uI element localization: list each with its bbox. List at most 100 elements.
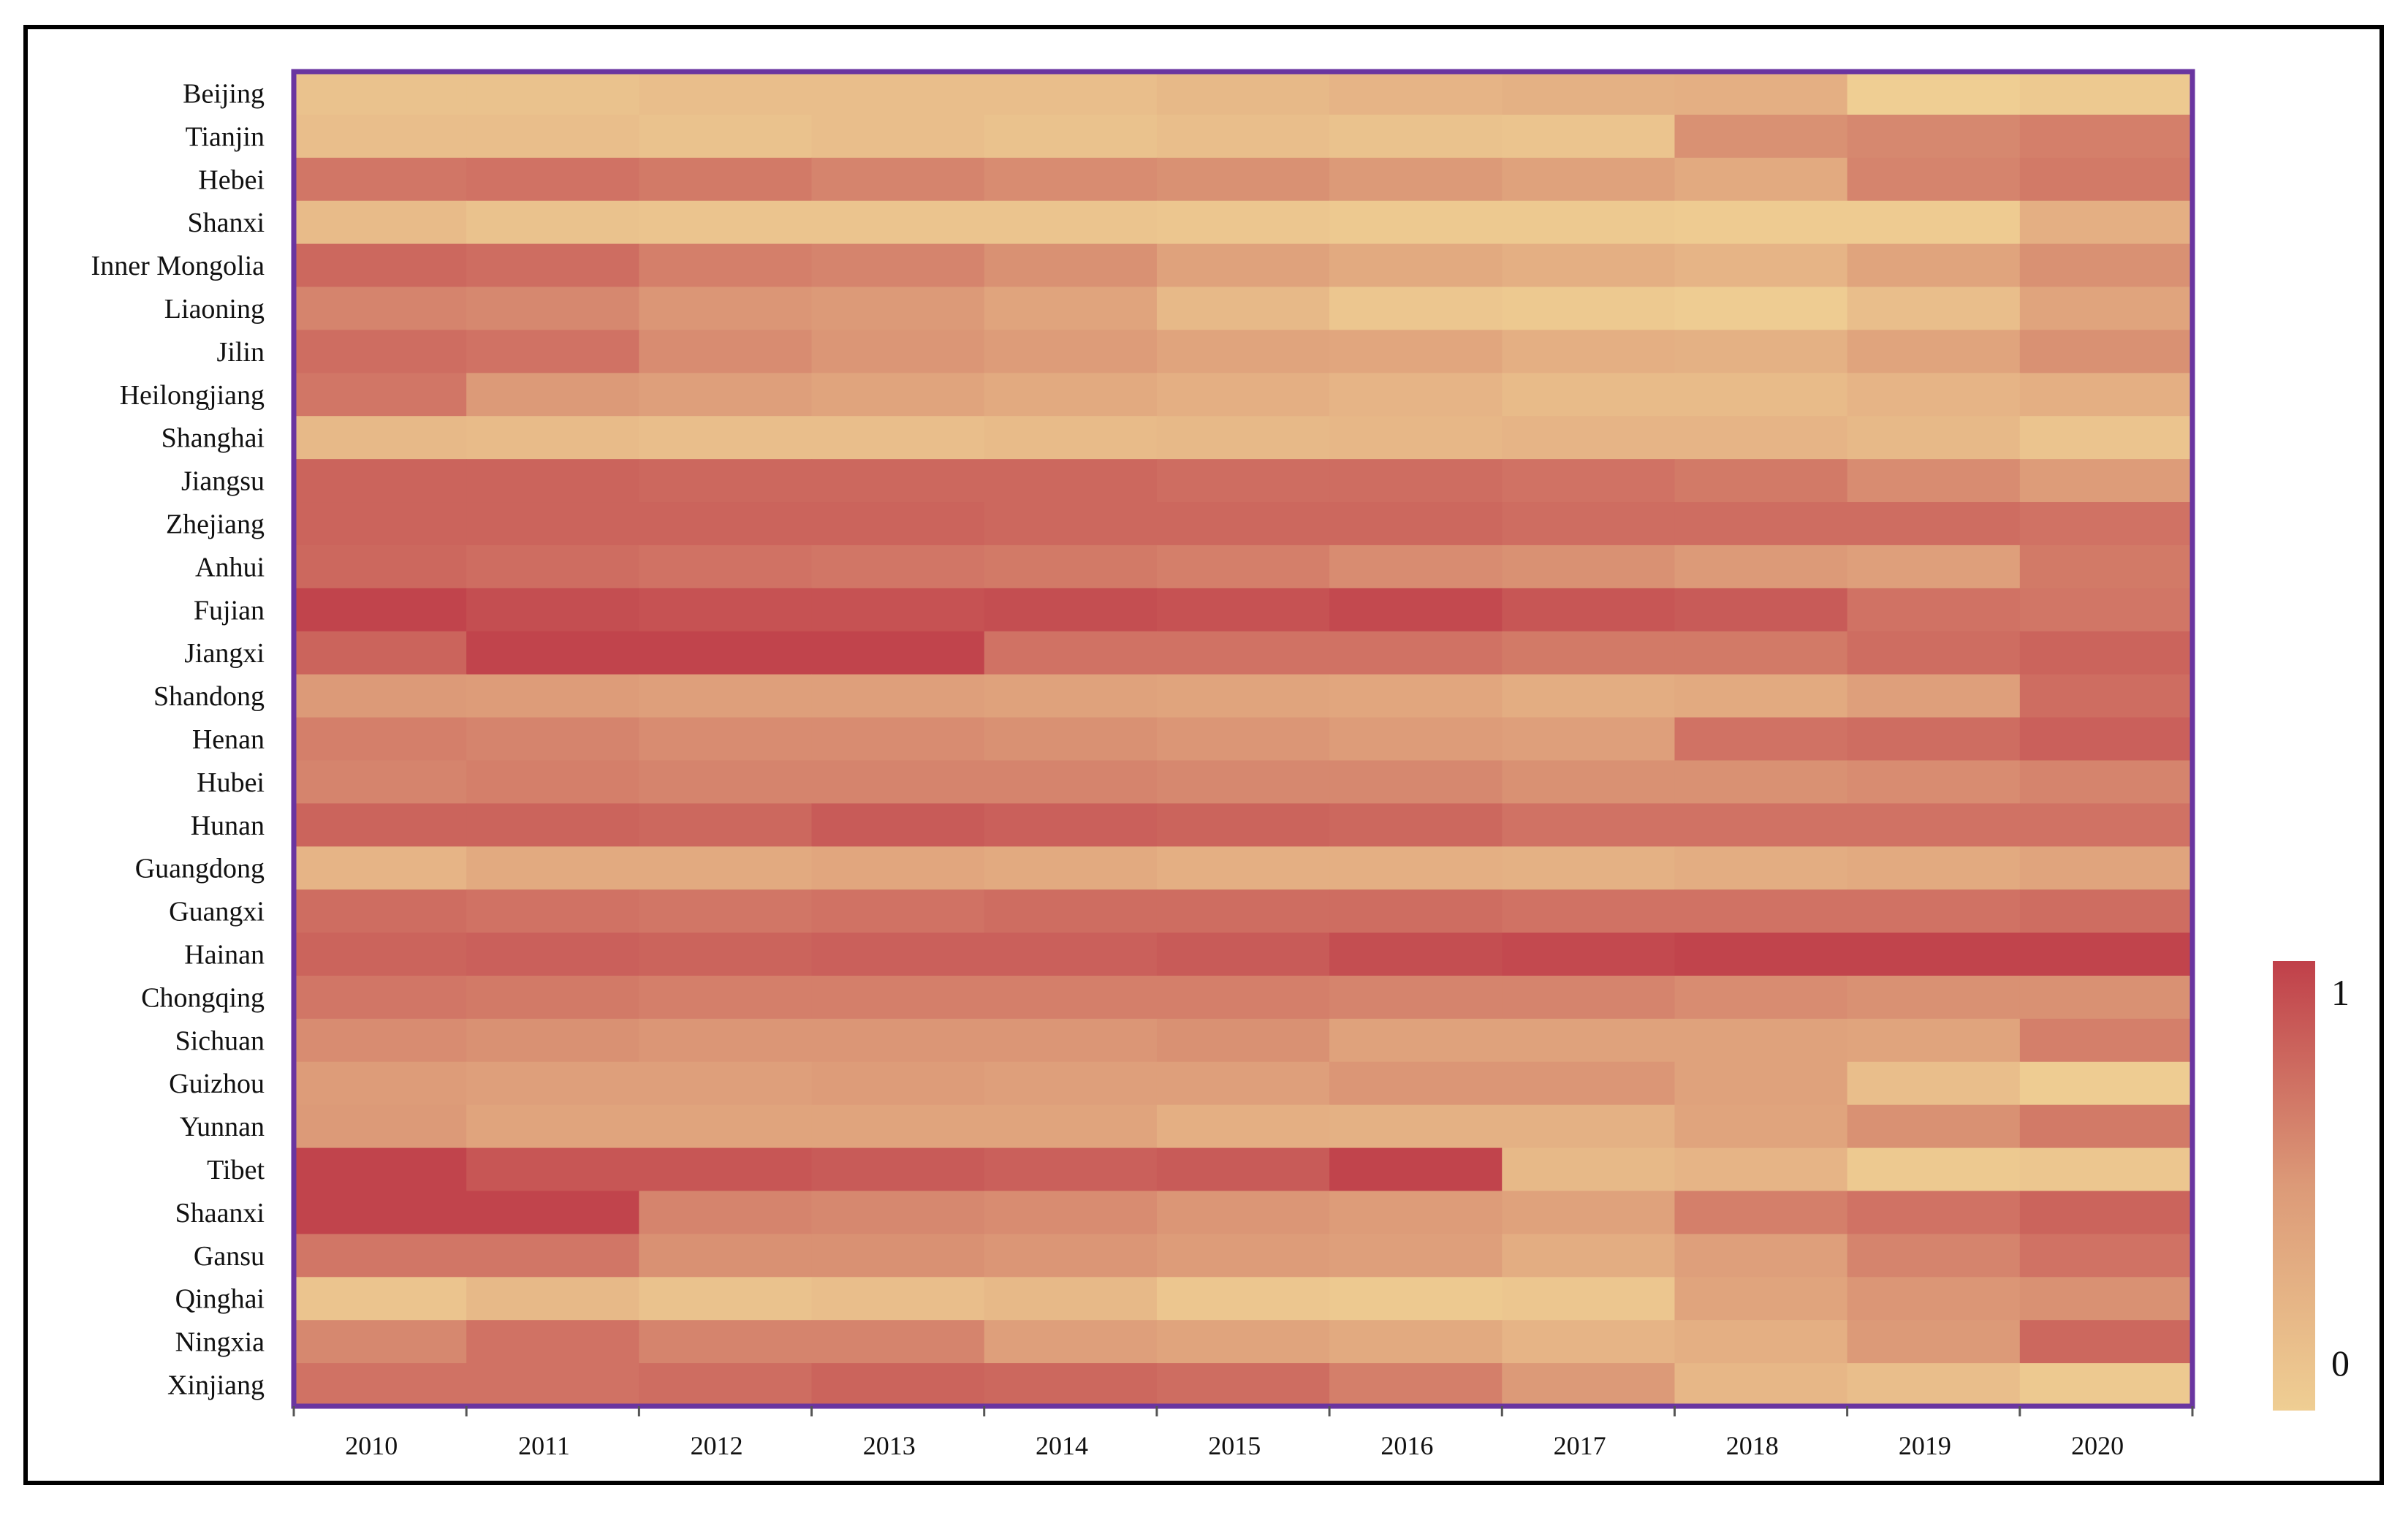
heatmap-cell	[466, 846, 639, 890]
heatmap-cell	[294, 1191, 467, 1234]
heatmap-cell	[294, 243, 467, 288]
heatmap-cell	[2019, 975, 2193, 1020]
heatmap-cell	[294, 1104, 467, 1149]
heatmap-cell	[466, 1363, 639, 1407]
heatmap-cell	[984, 717, 1158, 762]
heatmap-cell	[639, 1277, 813, 1321]
heatmap-cell	[294, 459, 467, 503]
column-label: 2011	[518, 1431, 570, 1460]
heatmap-cell	[1847, 760, 2021, 804]
heatmap-cell	[466, 373, 639, 417]
heatmap-cell	[294, 286, 467, 331]
heatmap-cell	[2019, 330, 2193, 373]
heatmap-cell	[984, 1061, 1158, 1106]
heatmap-cell	[466, 1147, 639, 1192]
heatmap-cell	[1674, 286, 1848, 331]
heatmap-cell	[2019, 631, 2193, 675]
heatmap-cell	[294, 588, 467, 632]
heatmap-cell	[466, 1104, 639, 1149]
heatmap-cell	[1847, 717, 2021, 762]
heatmap-cell	[639, 243, 813, 288]
heatmap-cell	[1674, 1191, 1848, 1234]
heatmap-cell	[2019, 1147, 2193, 1192]
heatmap-cell	[811, 803, 985, 847]
heatmap-cell	[1156, 544, 1330, 589]
heatmap-cell	[2019, 1320, 2193, 1364]
heatmap-cell	[984, 200, 1158, 245]
heatmap-cell	[2019, 243, 2193, 288]
heatmap-cell	[294, 1363, 467, 1407]
heatmap-cell	[294, 72, 467, 115]
heatmap-cell	[2019, 1363, 2193, 1407]
row-label: Hebei	[198, 164, 265, 195]
heatmap-cell	[1847, 1277, 2021, 1321]
heatmap-cell	[1502, 1191, 1676, 1234]
heatmap-cell	[1329, 1191, 1503, 1234]
heatmap-cell	[1674, 1147, 1848, 1192]
row-label: Hainan	[184, 940, 265, 971]
heatmap-cell	[1847, 373, 2021, 417]
heatmap-cell	[811, 717, 985, 762]
heatmap-cell	[639, 760, 813, 804]
heatmap-cell	[1674, 544, 1848, 589]
row-label: Heilongjiang	[120, 380, 265, 411]
heatmap-cell	[1847, 1018, 2021, 1063]
heatmap-cell	[811, 760, 985, 804]
heatmap-cell	[1847, 157, 2021, 202]
row-label: Hubei	[197, 767, 265, 798]
heatmap-cell	[639, 933, 813, 976]
heatmap-cell	[984, 416, 1158, 460]
heatmap-cell	[1847, 1234, 2021, 1278]
heatmap-cell	[2019, 889, 2193, 933]
heatmap-cell	[1847, 1191, 2021, 1234]
heatmap-cell	[1502, 760, 1676, 804]
heatmap-cell	[294, 502, 467, 546]
heatmap-cell	[1674, 1018, 1848, 1063]
heatmap-cell	[1502, 717, 1676, 762]
heatmap-cell	[1674, 502, 1848, 546]
heatmap-cell	[1329, 803, 1503, 847]
heatmap-cell	[811, 416, 985, 460]
row-label: Guizhou	[169, 1069, 265, 1099]
heatmap-cell	[1156, 1191, 1330, 1234]
heatmap-cell	[639, 1191, 813, 1234]
heatmap-cell	[984, 286, 1158, 331]
heatmap-cell	[984, 502, 1158, 546]
heatmap-cell	[466, 975, 639, 1020]
heatmap-cell	[1329, 416, 1503, 460]
heatmap-cell	[294, 717, 467, 762]
row-label: Jiangxi	[184, 638, 265, 669]
heatmap-cell	[1847, 243, 2021, 288]
heatmap-cell	[811, 674, 985, 718]
column-label: 2017	[1554, 1431, 1606, 1460]
heatmap-cell	[294, 674, 467, 718]
heatmap-cell	[1156, 1104, 1330, 1149]
heatmap-cell	[466, 889, 639, 933]
heatmap-cell	[639, 416, 813, 460]
heatmap-cell	[984, 330, 1158, 373]
row-label: Anhui	[195, 552, 265, 582]
heatmap-cell	[1502, 1234, 1676, 1278]
heatmap-cell	[984, 1104, 1158, 1149]
heatmap-cell	[1502, 975, 1676, 1020]
heatmap-cell	[1847, 933, 2021, 976]
heatmap-cell	[2019, 373, 2193, 417]
heatmap-cell	[2019, 1104, 2193, 1149]
heatmap-cell	[1329, 72, 1503, 115]
heatmap-cell	[1502, 114, 1676, 159]
heatmap-cell	[1847, 674, 2021, 718]
heatmap-cell	[1674, 975, 1848, 1020]
heatmap-cell	[1502, 1061, 1676, 1106]
heatmap-cell	[1156, 588, 1330, 632]
row-label: Gansu	[194, 1241, 265, 1272]
heatmap-cell	[294, 760, 467, 804]
heatmap-cell	[1502, 1320, 1676, 1364]
heatmap-cell	[1156, 330, 1330, 373]
colorbar-tick-high: 1	[2331, 972, 2350, 1013]
heatmap-cell	[1329, 286, 1503, 331]
heatmap-cell	[1329, 717, 1503, 762]
heatmap-cell	[811, 588, 985, 632]
heatmap-cell	[1674, 846, 1848, 890]
heatmap-cell	[1329, 975, 1503, 1020]
heatmap-cell	[466, 760, 639, 804]
